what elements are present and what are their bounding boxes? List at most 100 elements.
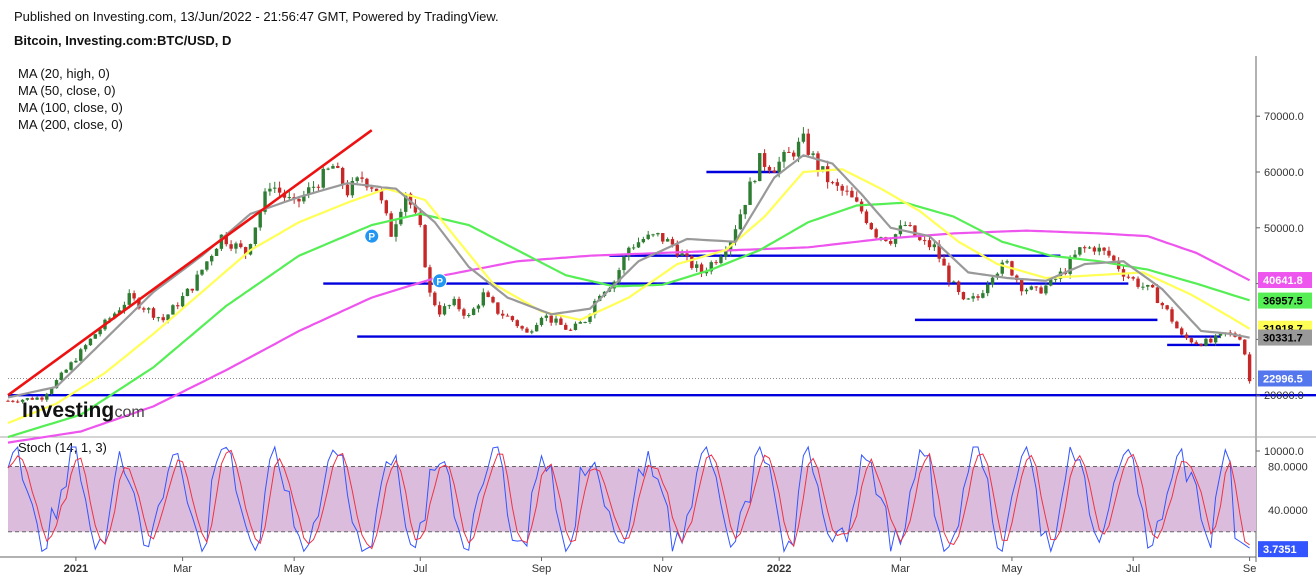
candle-body	[927, 240, 932, 248]
price-tag	[1258, 329, 1312, 346]
candle-body	[263, 191, 267, 212]
ma50-line	[7, 168, 1251, 425]
candle-body	[1053, 278, 1058, 280]
candle-body	[806, 133, 810, 155]
candle-body	[680, 253, 684, 256]
x-tick-label: 2022	[767, 563, 791, 575]
x-tick-label: 2021	[64, 563, 88, 575]
x-tick-label: May	[284, 563, 305, 575]
candle-body	[311, 186, 316, 188]
candle-body	[1194, 342, 1198, 344]
candle-body	[1150, 284, 1155, 288]
trendline[interactable]	[7, 129, 373, 397]
candle-body	[971, 296, 975, 299]
candle-body	[1005, 261, 1009, 263]
stoch-k-line	[7, 445, 1250, 554]
candle-body	[501, 313, 505, 316]
candle-body	[176, 305, 180, 307]
candle-body	[491, 296, 495, 303]
candle-body	[1102, 247, 1106, 251]
candle-body	[11, 400, 15, 402]
candle-body	[302, 194, 306, 202]
candle-body	[1107, 250, 1111, 256]
moving-averages	[7, 154, 1251, 444]
candle-body	[714, 262, 718, 264]
candle-body	[1189, 338, 1194, 343]
candle-body	[486, 292, 490, 297]
candle-body	[825, 166, 830, 183]
marker-label: P	[368, 232, 375, 243]
candle-body	[782, 151, 786, 162]
price-tag	[1258, 292, 1312, 309]
candle-body	[981, 293, 985, 298]
logo-suffix: .com	[110, 404, 145, 421]
marker-badge[interactable]	[432, 273, 448, 289]
candle-body	[767, 166, 772, 171]
candle-body	[787, 151, 791, 153]
candle-body	[937, 244, 941, 259]
candle-body	[452, 298, 456, 306]
candle-body	[331, 165, 335, 169]
candle-body	[195, 274, 199, 291]
price-tag-label: 40641.8	[1263, 275, 1303, 287]
candle-body	[83, 345, 88, 350]
candle-body	[1141, 286, 1145, 288]
candle-body	[200, 269, 204, 275]
candle-body	[442, 306, 447, 315]
candle-body	[132, 293, 136, 299]
candle-body	[336, 165, 340, 168]
candle-body	[617, 270, 621, 282]
candle-body	[268, 188, 272, 192]
candle-body	[45, 393, 49, 400]
candle-body	[1126, 276, 1131, 278]
x-tick-label: Jul	[413, 563, 427, 575]
candle-body	[1243, 339, 1247, 355]
candle-body	[389, 213, 393, 237]
candle-body	[1170, 309, 1174, 322]
trendline	[7, 129, 373, 397]
candle-body	[709, 262, 713, 272]
candle-body	[321, 168, 325, 188]
candle-body	[796, 141, 801, 157]
marker-badge[interactable]	[364, 228, 380, 244]
candle-body	[530, 331, 534, 333]
candle-body	[30, 398, 34, 400]
candle-body	[947, 265, 951, 283]
candle-body	[510, 316, 515, 321]
candle-body	[724, 251, 728, 257]
candle-body	[146, 308, 151, 310]
candle-body	[631, 247, 636, 249]
candle-body	[748, 181, 752, 205]
candle-body	[1180, 328, 1184, 335]
candle-body	[379, 191, 384, 201]
candle-body	[142, 308, 146, 310]
candle-body	[214, 248, 219, 256]
candle-body	[695, 264, 699, 268]
candle-body	[1131, 277, 1135, 279]
candle-body	[859, 201, 864, 212]
candle-body	[932, 244, 937, 248]
candle-body	[956, 281, 961, 293]
candle-body	[636, 242, 641, 248]
y-tick-label: 10000.0	[1264, 446, 1304, 458]
candle-body	[986, 284, 990, 294]
candle-body	[69, 362, 73, 370]
candle-body	[622, 256, 626, 271]
marker-label: P	[436, 277, 443, 288]
candle-body	[559, 318, 563, 325]
candle-body	[699, 264, 704, 274]
candle-body	[525, 328, 529, 333]
candle-body	[408, 193, 413, 205]
candle-body	[210, 255, 214, 262]
candle-body	[108, 318, 112, 320]
candle-body	[93, 334, 97, 339]
candle-body	[1044, 285, 1048, 294]
candle-body	[903, 224, 907, 226]
candle-body	[447, 305, 452, 307]
candle-body	[59, 372, 64, 381]
candle-body	[816, 153, 820, 171]
candle-body	[840, 185, 844, 191]
candle-body	[656, 233, 660, 235]
candle-body	[665, 239, 670, 242]
